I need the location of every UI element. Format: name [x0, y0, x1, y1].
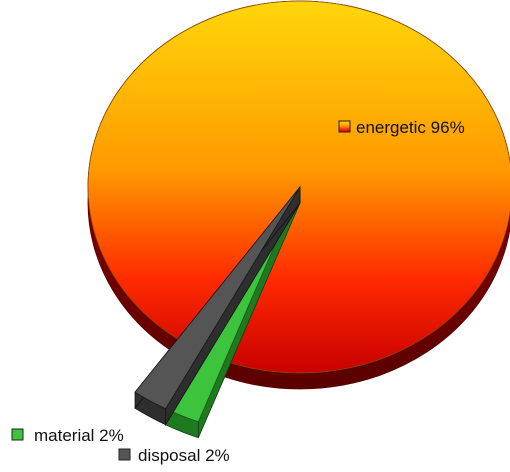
label-energetic: energetic 96% [338, 118, 465, 137]
label-material: material 2% [11, 426, 124, 445]
label-energetic-text: energetic 96% [356, 118, 465, 137]
slice-disposal [134, 186, 301, 410]
label-material-text: material 2% [34, 426, 124, 445]
legend-marker-disposal [118, 448, 131, 461]
legend-marker-material [11, 428, 24, 441]
slice-energetic [87, 0, 510, 374]
label-disposal-text: disposal 2% [138, 446, 230, 465]
label-disposal: disposal 2% [118, 446, 230, 465]
legend-marker-energetic [338, 120, 351, 133]
